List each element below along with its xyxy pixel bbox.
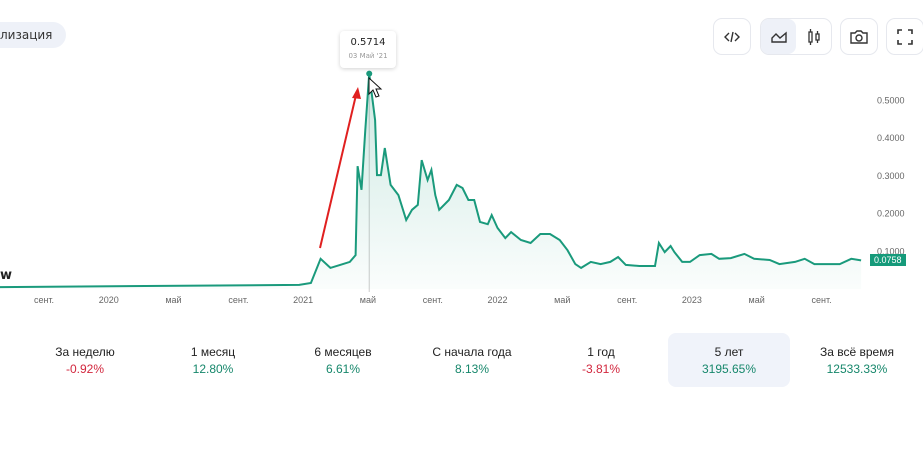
stat-label: За всё время xyxy=(820,345,894,359)
stat-1-year[interactable]: 1 год -3.81% xyxy=(540,333,662,387)
y-tick-label: 0.1000 xyxy=(877,246,905,256)
x-tick-label: 2023 xyxy=(682,295,702,305)
stat-6-months[interactable]: 6 месяцев 6.61% xyxy=(282,333,404,387)
stat-label: 6 месяцев xyxy=(314,345,372,359)
stat-value: -3.81% xyxy=(581,362,621,376)
price-area xyxy=(0,73,862,289)
highlight-point xyxy=(366,70,373,77)
tooltip: 0.5714 03 Май '21 xyxy=(340,31,396,68)
fullscreen-icon xyxy=(897,28,913,45)
chart-type-group xyxy=(760,18,832,55)
x-tick-label: 2022 xyxy=(488,295,508,305)
x-tick-label: май xyxy=(749,295,765,305)
stat-value: 8.13% xyxy=(454,362,490,376)
area-chart-icon xyxy=(770,31,787,43)
x-tick-label: 2021 xyxy=(293,295,313,305)
price-line xyxy=(0,73,862,289)
stat-value: 12533.33% xyxy=(826,362,888,376)
y-tick-label: 0.3000 xyxy=(877,171,905,181)
stat-5-years[interactable]: 5 лет 3195.65% xyxy=(668,333,790,387)
stat-label: 1 месяц xyxy=(190,345,236,359)
camera-icon xyxy=(850,29,868,44)
x-tick-label: сент. xyxy=(812,295,832,305)
y-tick-label: 0.5000 xyxy=(877,96,905,106)
period-stats: За неделю -0.92% 1 месяц 12.80% 6 месяцев 6… xyxy=(0,333,923,387)
stat-label: С начала года xyxy=(432,345,512,359)
stat-all-time[interactable]: За всё время 12533.33% xyxy=(796,333,918,387)
area-chart-button[interactable] xyxy=(761,19,796,54)
x-tick-label: май xyxy=(360,295,376,305)
stat-ytd[interactable]: С начала года 8.13% xyxy=(411,333,533,387)
x-tick-label: сент. xyxy=(34,295,54,305)
x-tick-label: май xyxy=(554,295,570,305)
stat-1-month[interactable]: 1 месяц 12.80% xyxy=(152,333,274,387)
tooltip-date: 03 Май '21 xyxy=(348,52,388,60)
last-price-label: 0.0758 xyxy=(870,254,906,266)
code-icon xyxy=(724,31,740,42)
x-tick-label: сент. xyxy=(617,295,637,305)
y-tick-label: 0.2000 xyxy=(877,209,905,219)
stat-label: 5 лет xyxy=(714,345,744,359)
screenshot-button[interactable] xyxy=(840,18,878,55)
annotation-arrow xyxy=(319,87,361,249)
mouse-cursor-icon xyxy=(368,76,383,98)
y-tick-label: 0.4000 xyxy=(877,133,905,143)
fullscreen-button[interactable] xyxy=(886,18,923,55)
price-chart[interactable]: 0.1000 0.2000 0.3000 0.4000 0.5000 сент. 2020… xyxy=(0,0,923,310)
candles-icon xyxy=(807,28,820,45)
stat-value: 12.80% xyxy=(192,362,234,376)
x-tick-label: 2020 xyxy=(99,295,119,305)
filter-pill[interactable]: лизация xyxy=(0,22,67,48)
stat-value: 3195.65% xyxy=(701,362,757,376)
embed-code-button[interactable] xyxy=(713,18,751,55)
candles-chart-button[interactable] xyxy=(796,19,831,54)
x-tick-label: сент. xyxy=(228,295,248,305)
x-tick-label: май xyxy=(165,295,181,305)
stat-label: 1 год xyxy=(587,345,615,359)
stat-label: За неделю xyxy=(55,345,115,359)
stat-value: 6.61% xyxy=(325,362,361,376)
stat-week[interactable]: За неделю -0.92% xyxy=(24,333,146,387)
stat-value: -0.92% xyxy=(65,362,105,376)
tooltip-value: 0.5714 xyxy=(350,37,386,48)
legend-label: w xyxy=(0,268,13,283)
x-tick-label: сент. xyxy=(423,295,443,305)
